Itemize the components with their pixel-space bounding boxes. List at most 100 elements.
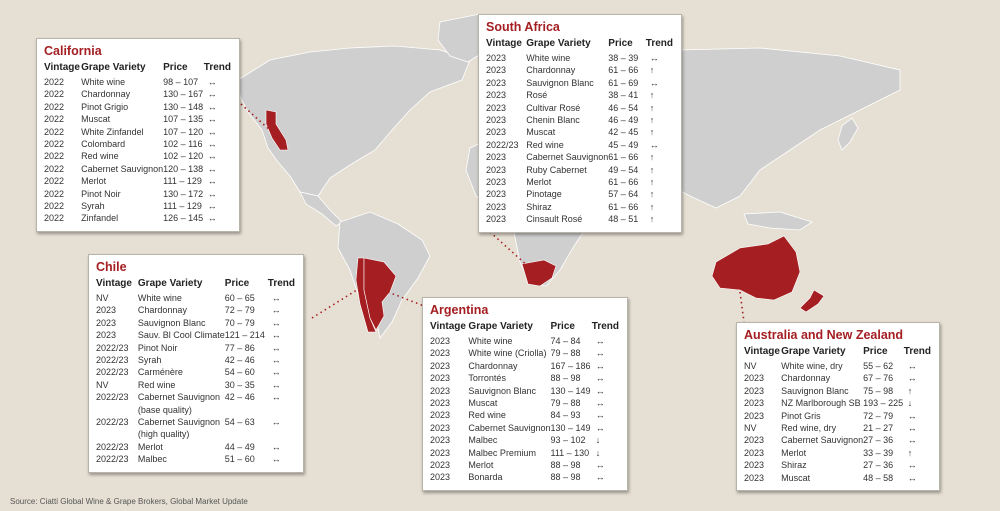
vintage-cell: 2023	[744, 460, 765, 471]
trend-cell: ↑	[907, 385, 913, 396]
table-row: 2023 Cabernet Sauvignon 130 – 149 ↔	[430, 422, 619, 434]
leader-line-california	[240, 103, 273, 133]
grape-cell: Shiraz	[526, 201, 552, 212]
trend-cell: ↑	[649, 189, 655, 200]
table-header-row: Vintage Grape Variety Price Trend	[96, 278, 295, 292]
trend-cell: ↔	[649, 139, 659, 150]
table-row: 2023 Pinot Gris 72 – 79 ↔	[744, 410, 931, 422]
column-header-vintage: Vintage	[430, 321, 466, 332]
table-row: 2023 Malbec 93 – 102 ↓	[430, 434, 619, 446]
column-header-vintage: Vintage	[486, 38, 522, 49]
trend-cell: ↔	[595, 422, 605, 433]
trend-cell: ↔	[271, 305, 281, 316]
price-cell: 102 – 120	[163, 151, 204, 162]
table-header-row: Vintage Grape Variety Price Trend	[744, 346, 931, 360]
column-header-price: Price	[608, 38, 633, 49]
table-row: 2022 Cabernet Sauvignon 120 – 138 ↔	[44, 163, 231, 175]
panel-title: South Africa	[486, 20, 560, 34]
price-table: Vintage Grape Variety Price Trend 2023 White …	[430, 321, 619, 484]
vintage-cell: 2022	[44, 101, 65, 112]
grape-cell: Colombard	[81, 139, 126, 150]
grape-cell: Carménère	[137, 367, 183, 378]
table-row: 2022 White wine 98 – 107 ↔	[44, 76, 231, 88]
price-cell: 167 – 186	[550, 360, 591, 371]
table-row: 2022 White Zinfandel 107 – 120 ↔	[44, 126, 231, 138]
table-row: 2023 White wine (Criolla) 79 – 88 ↔	[430, 347, 619, 359]
grape-cell: Merlot	[81, 176, 107, 187]
price-cell: 54 – 60	[224, 367, 255, 378]
table-row: NV Red wine 30 – 35 ↔	[96, 379, 295, 391]
column-header-grape: Grape Variety	[468, 321, 533, 332]
table-header-row: Vintage Grape Variety Price Trend	[430, 321, 619, 335]
grape-cell: Chardonnay	[781, 373, 831, 384]
trend-cell: ↔	[649, 53, 659, 63]
vintage-cell: 2023	[486, 90, 507, 101]
trend-cell: ↔	[595, 385, 605, 396]
vintage-cell: 2023	[486, 53, 507, 63]
trend-cell: ↔	[907, 361, 917, 371]
vintage-cell: 2022/23	[486, 139, 519, 150]
vintage-cell: 2023	[486, 77, 507, 88]
price-cell: 42 – 46	[224, 392, 255, 403]
grape-cell: Red wine	[137, 379, 176, 390]
grape-cell: Cultivar Rosé	[526, 102, 581, 113]
table-row: 2022 Merlot 111 – 129 ↔	[44, 175, 231, 187]
vintage-cell: 2023	[430, 410, 451, 421]
grape-cell: Merlot	[137, 441, 163, 452]
table-row: 2023 Cabernet Sauvignon 27 – 36 ↔	[744, 434, 931, 446]
table-row: 2023 Rosé 38 – 41 ↑	[486, 89, 673, 101]
trend-cell: ↔	[649, 77, 659, 88]
grape-cell: Merlot	[468, 460, 494, 471]
price-cell: 48 – 51	[608, 214, 639, 225]
grape-cell: Malbec Premium	[468, 447, 536, 458]
vintage-cell: 2022/23	[96, 392, 129, 403]
grape-cell: Chardonnay	[468, 360, 518, 371]
vintage-cell: 2022	[44, 114, 65, 125]
trend-cell: ↔	[271, 392, 281, 403]
price-cell: 27 – 36	[863, 460, 894, 471]
trend-cell: ↔	[207, 176, 217, 187]
vintage-cell: 2023	[430, 447, 451, 458]
vintage-cell: 2023	[486, 214, 507, 225]
vintage-cell: NV	[744, 361, 757, 371]
table-row: 2022 Zinfandel 126 – 145 ↔	[44, 212, 231, 224]
grape-cell: Chardonnay	[137, 305, 187, 316]
leader-line-argentina	[387, 291, 425, 307]
trend-cell: ↔	[207, 126, 217, 137]
table-row: 2022/23 Syrah 42 – 46 ↔	[96, 354, 295, 366]
price-cell: 27 – 36	[863, 435, 894, 446]
table-row: 2023 White wine 74 – 84 ↔	[430, 335, 619, 347]
grape-cell: Torrontés	[468, 373, 506, 384]
price-cell: 102 – 116	[163, 139, 203, 150]
vintage-cell: 2022	[44, 201, 65, 212]
grape-cell: Pinot Noir	[81, 188, 121, 199]
table-row: 2023 Merlot 33 – 39 ↑	[744, 447, 931, 459]
price-cell: 120 – 138	[163, 163, 204, 174]
price-table: Vintage Grape Variety Price Trend NV White wi…	[744, 346, 931, 484]
trend-cell: ↔	[595, 472, 605, 483]
panel-title: Argentina	[430, 303, 489, 317]
grape-cell: White wine	[81, 77, 126, 87]
trend-cell: ↑	[649, 164, 655, 175]
trend-cell: ↔	[207, 139, 217, 150]
landmass-indonesia	[743, 211, 813, 231]
vintage-cell: 2022/23	[96, 367, 129, 378]
vintage-cell: 2023	[744, 447, 765, 458]
table-row: 2022/23 Malbec 51 – 60 ↔	[96, 453, 295, 465]
table-row: 2023 Merlot 61 – 66 ↑	[486, 176, 673, 188]
vintage-cell: 2022	[44, 151, 65, 162]
price-cell: 121 – 214	[224, 330, 265, 341]
table-row: 2023 Malbec Premium 111 – 130 ↓	[430, 447, 619, 459]
table-row: 2023 Muscat 48 – 58 ↔	[744, 472, 931, 484]
price-cell: 61 – 69	[608, 77, 639, 88]
price-cell: 98 – 107	[163, 77, 199, 87]
vintage-cell: 2023	[486, 189, 507, 200]
trend-cell: ↔	[595, 348, 605, 359]
vintage-cell: 2023	[430, 336, 451, 346]
price-cell: 88 – 98	[550, 460, 581, 471]
vintage-cell: 2023	[744, 472, 765, 483]
source-note: Source: Ciatti Global Wine & Grape Broke…	[10, 497, 248, 506]
table-row: 2023 Shiraz 61 – 66 ↑	[486, 201, 673, 213]
grape-cell: Muscat	[526, 127, 556, 138]
price-cell: 88 – 98	[550, 472, 581, 483]
